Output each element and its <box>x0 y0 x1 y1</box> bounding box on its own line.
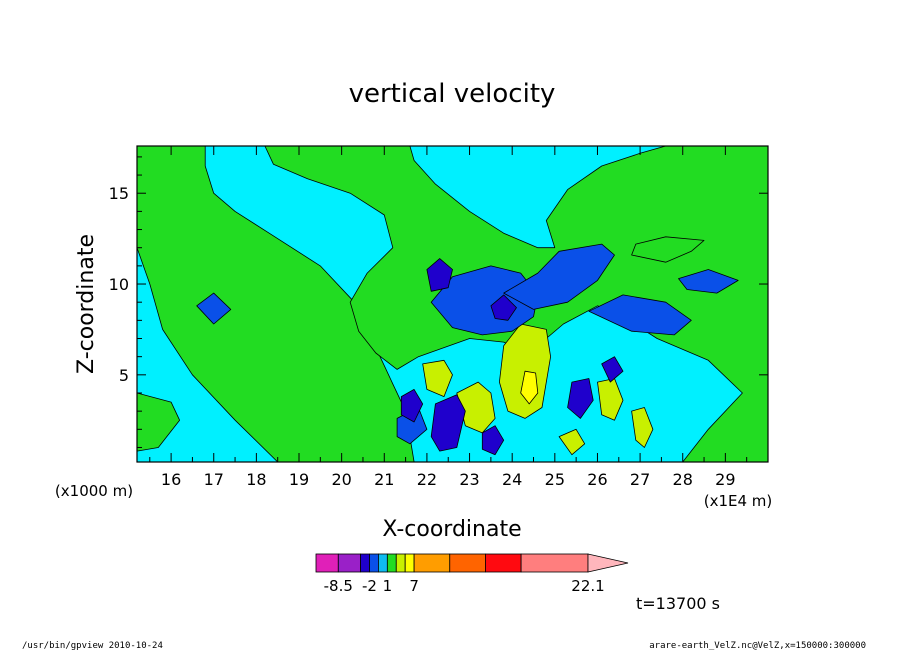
colorbar-swatch-10 <box>485 553 522 573</box>
footer-right: arare-earth_VelZ.nc@VelZ,x=150000:300000 <box>649 641 866 651</box>
colorbar: -8.5 -2 1 7 22.1 <box>315 553 629 595</box>
x-tick-label-16: 16 <box>161 470 181 489</box>
colorbar-label: 1 <box>383 577 393 595</box>
y-tick-label-15: 15 <box>109 184 129 203</box>
contour-region-pos_small-2 <box>137 392 181 452</box>
contour-region-neg_mid-18 <box>400 388 424 423</box>
contour-region-neg_small-12 <box>503 243 615 310</box>
y-axis-label: Z-coordinate <box>74 234 99 374</box>
x-tick-label-21: 21 <box>374 470 394 489</box>
contour-region-pos_small-3 <box>631 236 705 263</box>
colorbar-label: 22.1 <box>571 577 604 595</box>
colorbar-swatch-5 <box>386 553 397 573</box>
y-axis-ticks: 5 10 15 <box>109 156 768 448</box>
contour-region-pos_high-10 <box>520 370 539 405</box>
x-tick-label-26: 26 <box>587 470 607 489</box>
footer-left: /usr/bin/gpview 2010-10-24 <box>22 641 163 651</box>
x-axis-ticks: 16 17 18 19 20 21 22 23 24 25 26 27 28 29 <box>149 146 748 489</box>
contour-region-neg_small-15 <box>196 292 232 325</box>
x-tick-label-28: 28 <box>673 470 693 489</box>
x-tick-label-23: 23 <box>459 470 479 489</box>
colorbar-swatch-6 <box>395 553 406 573</box>
colorbar-swatch-1 <box>337 553 361 573</box>
contour-region-neg_small-13 <box>588 294 692 336</box>
contour-region-neg_mid-17 <box>430 394 466 452</box>
colorbar-swatch-7 <box>404 553 415 573</box>
y-scale-note: (x1000 m) <box>55 482 133 500</box>
colorbar-swatch-2 <box>360 553 370 573</box>
contour-region-pos_mid-6 <box>422 359 453 398</box>
colorbar-label: -8.5 <box>324 577 353 595</box>
colorbar-swatch-8 <box>413 553 451 573</box>
x-tick-label-18: 18 <box>246 470 266 489</box>
y-tick-label-5: 5 <box>119 366 129 385</box>
x-tick-label-25: 25 <box>545 470 565 489</box>
colorbar-swatch-4 <box>378 553 388 573</box>
contour-fills <box>137 146 768 462</box>
chart-title: vertical velocity <box>349 79 556 109</box>
x-tick-label-27: 27 <box>630 470 650 489</box>
x-tick-label-20: 20 <box>331 470 351 489</box>
plot-frame <box>136 145 769 463</box>
contour-region-neg_mid-23 <box>601 356 624 383</box>
contour-region-pos_mid-9 <box>558 428 586 456</box>
contour-region-pos_mid-5 <box>456 381 496 434</box>
time-label: t=13700 s <box>636 594 720 613</box>
x-axis-label: X-coordinate <box>382 517 521 542</box>
x-tick-label-22: 22 <box>417 470 437 489</box>
x-scale-note: (x1E4 m) <box>704 492 773 510</box>
x-tick-label-24: 24 <box>502 470 522 489</box>
x-tick-label-19: 19 <box>289 470 309 489</box>
colorbar-swatch-11 <box>520 553 589 573</box>
colorbar-arrow <box>587 553 629 573</box>
plot-area <box>136 145 769 463</box>
x-tick-label-17: 17 <box>204 470 224 489</box>
colorbar-label: 7 <box>409 577 419 595</box>
colorbar-swatch-3 <box>369 553 379 573</box>
colorbar-label: -2 <box>362 577 377 595</box>
colorbar-swatch-0 <box>315 553 339 573</box>
y-tick-label-10: 10 <box>109 275 129 294</box>
contour-region-pos_small-0 <box>137 146 415 462</box>
contour-region-neg_mid-21 <box>481 425 505 456</box>
colorbar-swatch-9 <box>449 553 486 573</box>
contour-region-neg_mid-20 <box>490 294 517 321</box>
contour-region-neg_mid-22 <box>567 378 594 419</box>
contour-region-neg_small-14 <box>678 269 739 294</box>
contour-region-pos_mid-8 <box>631 407 654 448</box>
x-tick-label-29: 29 <box>715 470 735 489</box>
contour-region-neg_mid-19 <box>426 258 453 292</box>
